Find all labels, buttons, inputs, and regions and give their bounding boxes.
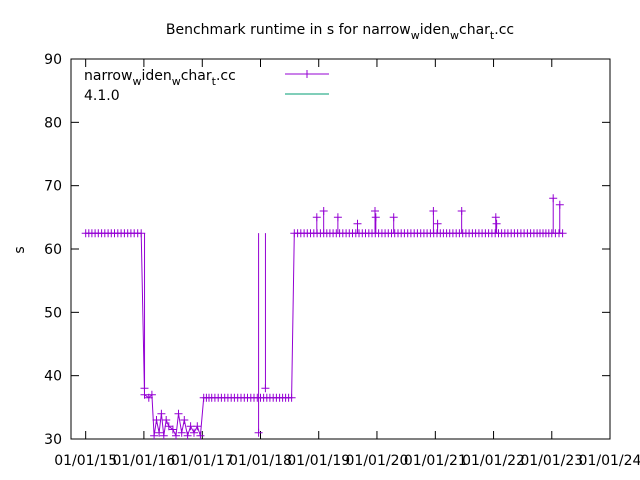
y-tick-label: 40 (44, 369, 62, 385)
x-tick-label: 01/01/18 (229, 453, 292, 469)
series-narrow-wide-char (81, 194, 567, 440)
data-point (558, 229, 567, 238)
y-tick-label: 80 (44, 115, 62, 131)
outlier-point (254, 428, 263, 437)
x-tick-label: 01/01/20 (346, 453, 409, 469)
outlier-point (457, 207, 466, 215)
data-point (147, 390, 156, 399)
outlier-point (429, 207, 438, 215)
x-tick-label: 01/01/21 (404, 453, 467, 469)
outlier-point (371, 213, 380, 222)
y-tick-label: 30 (44, 432, 62, 448)
data-point (152, 416, 161, 424)
chart-title: Benchmark runtime in s for narrowwidenwc… (166, 22, 514, 42)
outlier-point (492, 219, 501, 228)
data-point (159, 431, 168, 440)
outlier-point (333, 213, 342, 222)
data-point (186, 422, 195, 431)
data-point (168, 425, 177, 434)
series-line (85, 232, 563, 438)
data-point (164, 422, 173, 431)
x-tick-label: 01/01/17 (171, 453, 234, 469)
data-point (287, 393, 296, 402)
outlier-point (555, 200, 564, 209)
plot-frame (70, 58, 611, 440)
outlier-point (389, 213, 398, 222)
y-tick-label: 90 (44, 52, 62, 68)
y-axis: 30 40 50 60 70 80 90 (44, 52, 610, 448)
y-tick-label: 50 (44, 305, 62, 321)
legend-entry-0-label: narrowwidenwchart.cc (84, 68, 236, 88)
x-tick-label: 01/01/19 (287, 453, 350, 469)
x-axis: 01/01/1501/01/1601/01/1701/01/1801/01/19… (54, 59, 640, 469)
x-tick-label: 01/01/22 (462, 453, 525, 469)
data-point (196, 431, 205, 440)
data-point (177, 428, 186, 437)
outlier-point (140, 384, 149, 393)
data-point (183, 431, 192, 440)
data-point (172, 431, 180, 440)
outlier-point (261, 384, 270, 393)
x-tick-label: 01/01/24 (579, 453, 640, 469)
outlier-point (549, 194, 558, 203)
outlier-point (319, 207, 328, 215)
legend: narrowwidenwchart.cc 4.1.0 (84, 68, 329, 104)
y-tick-label: 60 (44, 242, 62, 258)
x-tick-label: 01/01/15 (54, 453, 117, 469)
legend-entry-1-label: 4.1.0 (84, 88, 120, 104)
outlier-point (312, 213, 321, 222)
data-point (174, 409, 183, 418)
outlier-point (371, 207, 379, 215)
y-axis-label: s (12, 246, 28, 253)
outlier-point (433, 219, 442, 228)
x-tick-label: 01/01/23 (520, 453, 583, 469)
data-point (162, 416, 171, 424)
data-point (190, 428, 198, 437)
data-point (157, 409, 166, 418)
outlier-point (353, 219, 362, 228)
x-tick-label: 01/01/16 (112, 453, 175, 469)
data-point (150, 431, 159, 440)
outlier-point (491, 213, 500, 222)
data-point (137, 229, 146, 238)
data-point (155, 428, 164, 437)
data-point (193, 422, 202, 431)
y-tick-label: 70 (44, 179, 62, 195)
legend-entry-0-marker (303, 70, 311, 78)
data-point (180, 416, 189, 424)
